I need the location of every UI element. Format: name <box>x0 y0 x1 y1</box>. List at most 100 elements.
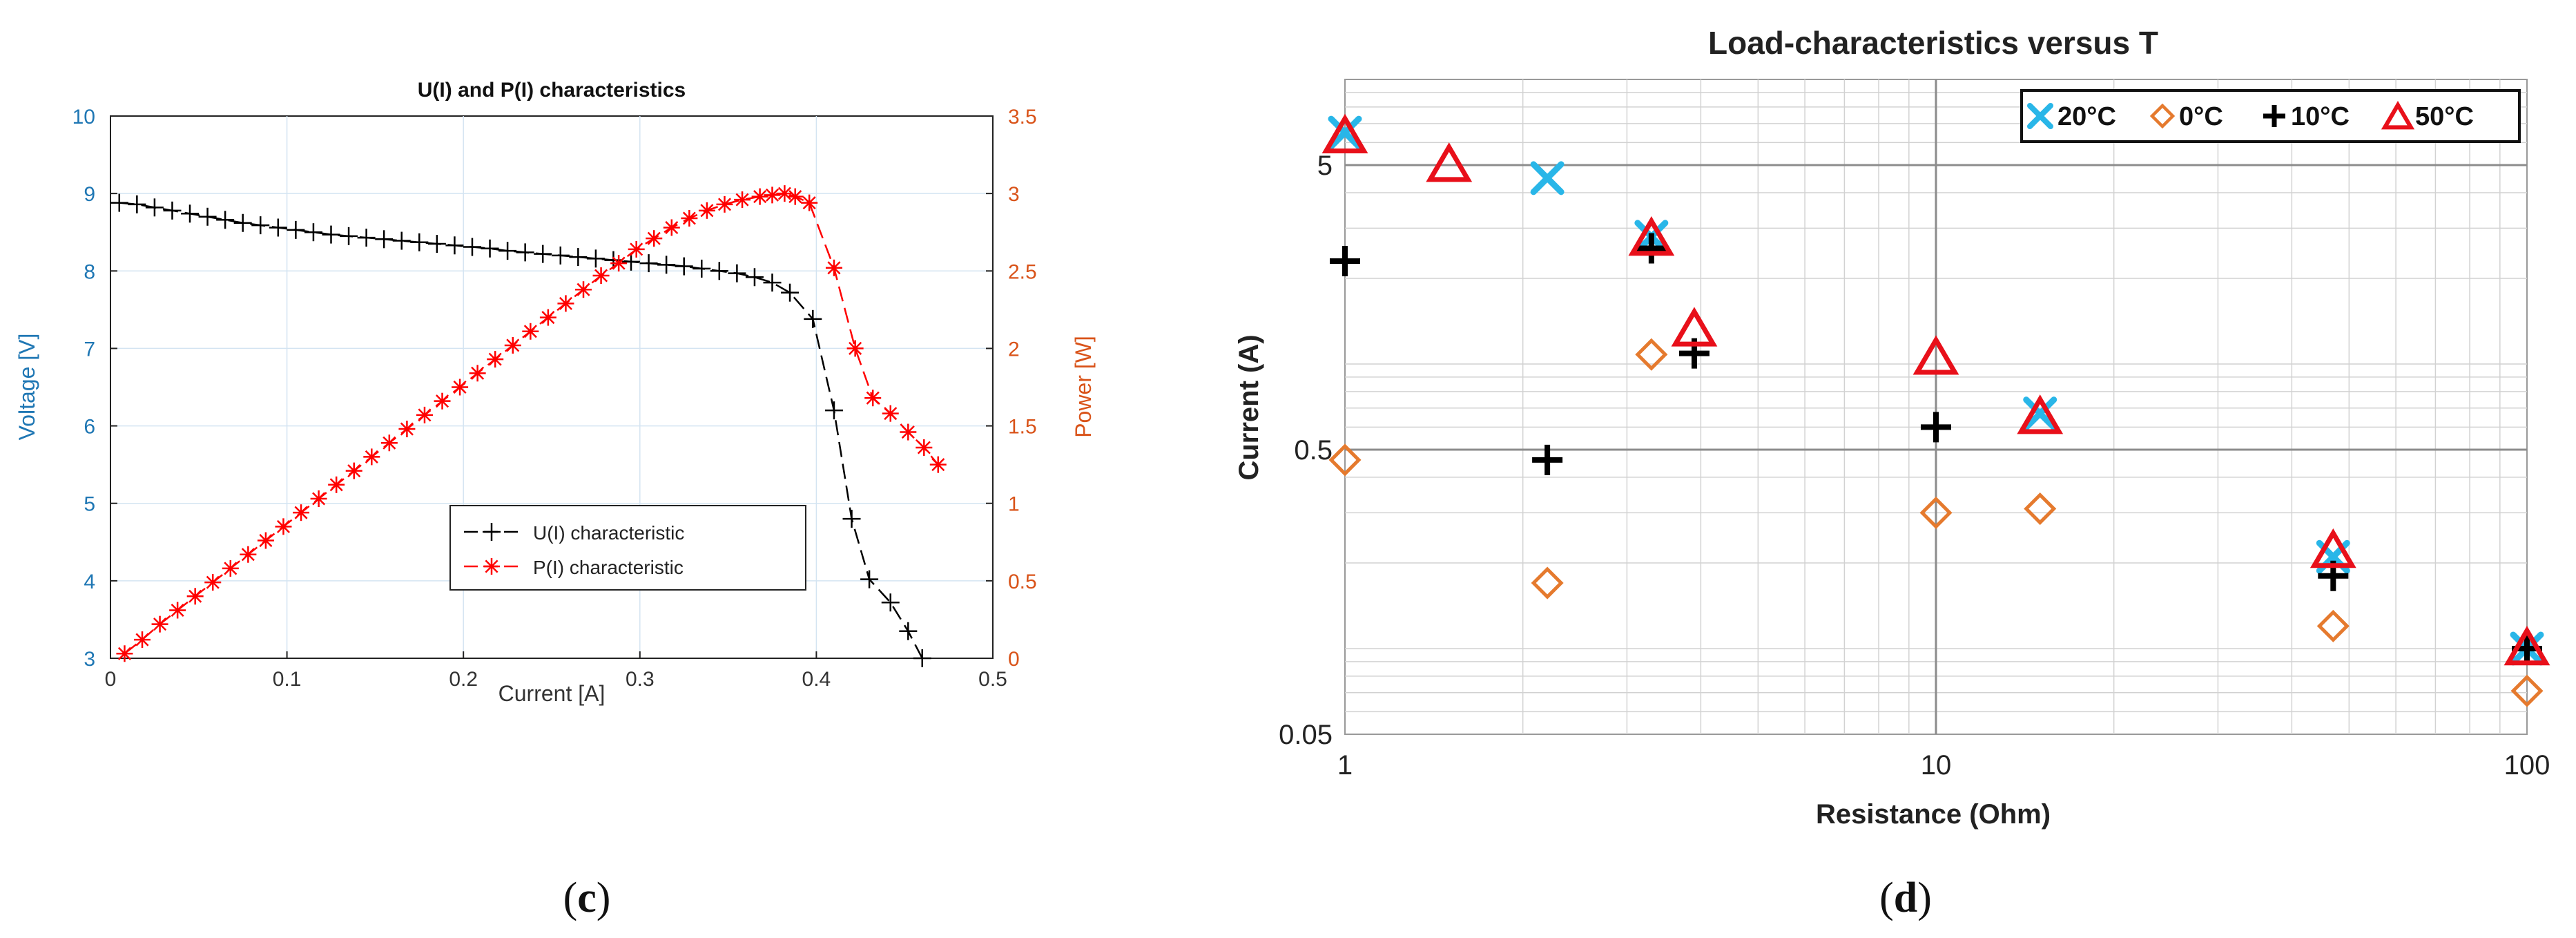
panel-label-c: (c) <box>563 874 611 921</box>
series-p-point-36-d2 <box>753 190 767 204</box>
series-u-point-43 <box>881 593 900 612</box>
series-p-point-47-d2 <box>931 458 945 472</box>
series-u-point-39 <box>804 309 822 328</box>
series-p-point-29 <box>628 240 645 258</box>
series-p-point-23-d2 <box>523 325 537 338</box>
series-p-point-0-d2 <box>117 647 131 660</box>
tick-label-c-yl-1: 4 <box>84 571 95 593</box>
series-p-point-37 <box>764 186 781 204</box>
legend-label-50c: 50°C <box>2415 102 2474 131</box>
series-u-point-22 <box>498 242 517 260</box>
point-50c-4 <box>1912 335 1959 375</box>
legend-p-star-d2 <box>485 559 498 573</box>
series-p-point-14-d2 <box>365 450 378 463</box>
legend-marker-0c <box>2149 103 2176 129</box>
series-u-point-41 <box>842 510 861 528</box>
series-p-point-9 <box>275 518 292 535</box>
series-u-point-2 <box>145 198 164 217</box>
series-p-point-43-d2 <box>866 391 880 405</box>
series-p-point-15-d2 <box>382 436 396 450</box>
series-p-point-33-d2 <box>700 204 714 218</box>
series-p-point-34 <box>716 195 733 213</box>
series-p-point-3 <box>169 602 186 619</box>
series-p-point-46-d2 <box>917 441 931 454</box>
series-p-point-38-d2 <box>777 186 791 200</box>
point-0c-4 <box>2024 492 2057 526</box>
series-p-point-44 <box>882 405 899 422</box>
point-50c-0 <box>1321 113 1368 153</box>
series-u-point-11 <box>304 223 322 242</box>
point-10c-2 <box>1636 233 1667 264</box>
panel-label-d: (d) <box>1879 874 1932 921</box>
point-0c-3 <box>1919 496 1953 529</box>
point-0c-1 <box>1531 566 1564 600</box>
series-p-point-26 <box>575 281 592 298</box>
legend-c: U(I) characteristic P(I) characteristic <box>449 505 806 591</box>
series-u-point-45 <box>913 649 931 667</box>
tick-label-c-x-1: 0.1 <box>273 668 302 691</box>
series-u-point-36 <box>745 268 764 287</box>
series-p-point-39-d2 <box>788 190 802 204</box>
series-p-point-24-d2 <box>541 311 555 325</box>
tick-label-d-y-1: 0.5 <box>1294 435 1333 466</box>
series-p-point-2 <box>151 615 168 633</box>
chart-title-c: U(I) and P(I) characteristics <box>418 79 686 102</box>
series-p-point-19-d2 <box>453 380 467 394</box>
ticks-c: 0 0.1 0.2 0.3 0.4 0.534567891000.511.522.533.… <box>72 106 1037 691</box>
series-p-point-7-d2 <box>241 548 255 562</box>
series-p-point-4 <box>186 588 204 605</box>
series-p-point-31 <box>663 219 680 236</box>
series-u-point-19 <box>445 236 464 255</box>
tick-label-c-yl-3: 6 <box>84 416 95 439</box>
point-20c-1-b <box>1530 161 1565 195</box>
chart-c: 0 0.1 0.2 0.3 0.4 0.534567891000.511.522.533.… <box>14 79 1096 706</box>
legend-markers-d <box>2027 101 2415 130</box>
series-u-point-1 <box>128 195 146 213</box>
series-p-point-23 <box>522 323 539 340</box>
series-u-point-27 <box>586 249 605 268</box>
series-p-point-12 <box>328 476 345 493</box>
series-p-point-8-d2 <box>259 534 273 548</box>
point-10c-1 <box>1532 444 1563 475</box>
series-p-point-22-d2 <box>506 338 520 352</box>
series-p-point-20 <box>469 365 486 382</box>
series-p-point-35 <box>734 191 751 209</box>
point-20c-3 <box>2023 396 2057 431</box>
series-p-point-34-d2 <box>717 198 732 211</box>
series-p-point-5-d2 <box>206 575 220 589</box>
point-50c-2 <box>1628 216 1675 256</box>
tick-label-c-yr-3: 1.5 <box>1008 416 1037 439</box>
tick-label-c-yl-6: 9 <box>84 183 95 206</box>
tick-label-c-x-3: 0.3 <box>626 668 655 691</box>
legend-label-p: P(I) characteristic <box>533 557 684 578</box>
series-p-point-17-d2 <box>418 408 432 422</box>
series-p-point-28-d2 <box>612 256 626 270</box>
legend-marker-20c-b <box>2027 103 2053 129</box>
series-p-point-1 <box>134 631 151 649</box>
series-u-point-18 <box>427 235 446 253</box>
series-p-point-33 <box>698 202 715 219</box>
series-p-point-18 <box>434 392 451 410</box>
series-u-point-40 <box>824 401 843 420</box>
series-p-point-16 <box>398 421 416 438</box>
series-p-point-6 <box>222 559 239 577</box>
series-u-point-12 <box>322 225 340 244</box>
tick-label-c-yr-6: 3 <box>1008 183 1020 206</box>
tick-label-c-x-0: 0 <box>105 668 117 691</box>
y-axis-label-d: Current (A) <box>1234 334 1264 480</box>
legend-marker-10c <box>2263 105 2285 127</box>
series-p-point-31-d2 <box>665 220 679 235</box>
grid-d <box>1345 79 2527 734</box>
series-p-point-16-d2 <box>400 422 414 436</box>
legend-u-plus <box>483 523 501 541</box>
legend-p-star <box>483 558 500 575</box>
series-p-point-43 <box>864 390 882 407</box>
series-p-point-32-d2 <box>682 211 696 225</box>
series-u-point-0 <box>110 193 128 212</box>
series-p-point-45 <box>900 423 917 441</box>
point-10c-0 <box>1330 245 1360 276</box>
series-p-point-11-d2 <box>312 492 326 506</box>
series-p-point-17 <box>416 406 433 423</box>
series-p-point-30 <box>646 230 663 247</box>
tick-label-c-yl-5: 8 <box>84 260 95 283</box>
